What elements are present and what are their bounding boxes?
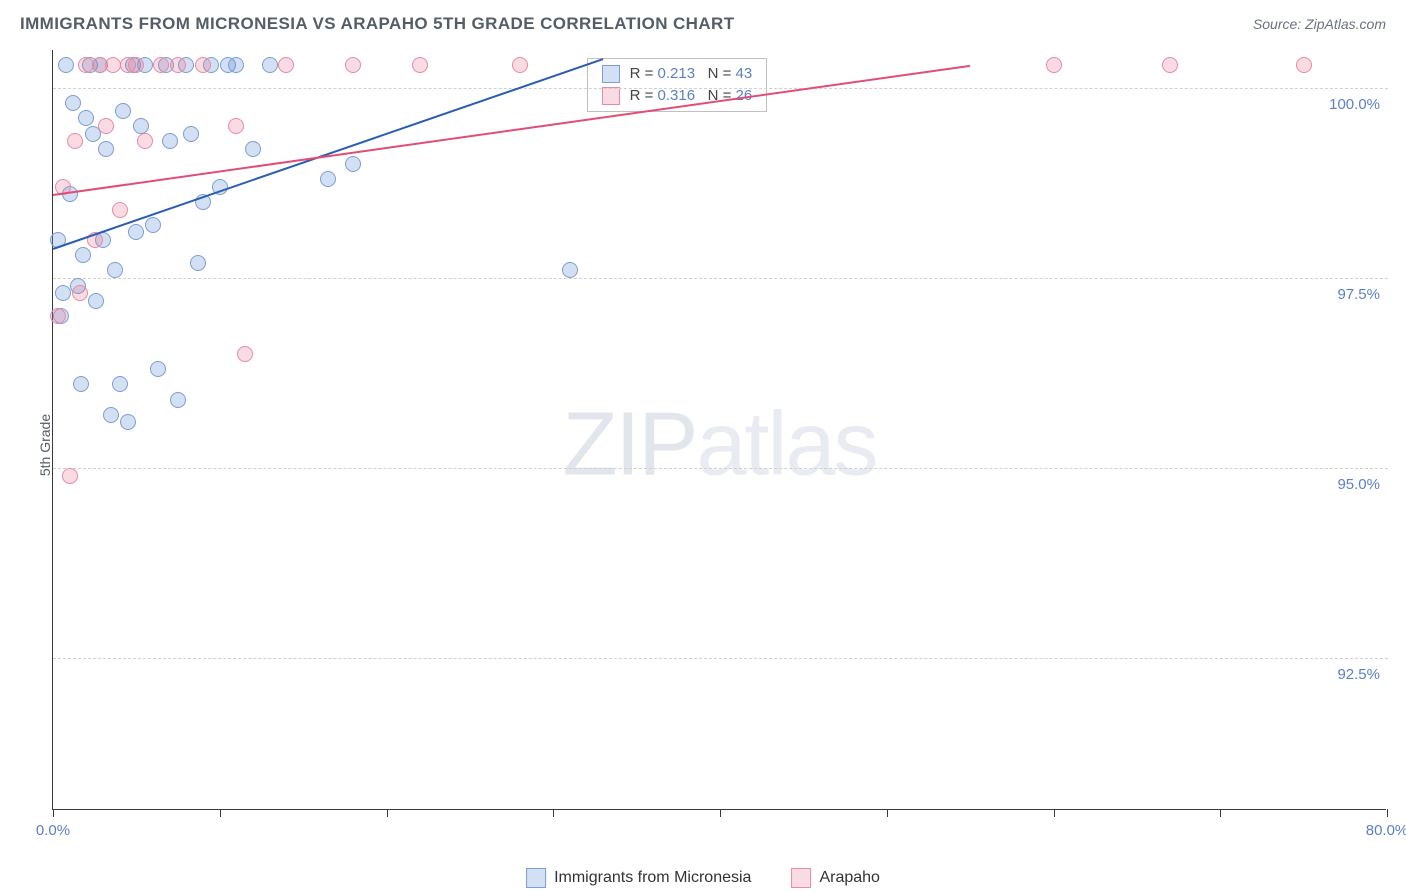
scatter-point <box>412 57 428 73</box>
stats-text: R = 0.316 N = 26 <box>630 87 753 104</box>
scatter-point <box>50 308 66 324</box>
y-tick-label: 95.0% <box>1337 476 1380 493</box>
scatter-point <box>512 57 528 73</box>
scatter-point <box>150 361 166 377</box>
legend-label-micronesia: Immigrants from Micronesia <box>554 869 751 887</box>
correlation-stats-box: R = 0.213 N = 43 R = 0.316 N = 26 <box>587 58 768 112</box>
stats-swatch <box>602 87 620 105</box>
stats-swatch <box>602 65 620 83</box>
x-tick <box>720 809 721 817</box>
x-tick <box>387 809 388 817</box>
gridline-h <box>53 88 1388 89</box>
x-tick <box>220 809 221 817</box>
gridline-h <box>53 468 1388 469</box>
scatter-point <box>67 133 83 149</box>
y-tick-label: 97.5% <box>1337 286 1380 303</box>
scatter-point <box>170 392 186 408</box>
scatter-point <box>98 118 114 134</box>
gridline-h <box>53 278 1388 279</box>
scatter-point <box>112 376 128 392</box>
x-tick-label: 0.0% <box>36 822 70 839</box>
x-tick-label: 80.0% <box>1366 822 1406 839</box>
scatter-point <box>262 57 278 73</box>
legend-item-arapaho: Arapaho <box>791 868 880 888</box>
scatter-point <box>88 293 104 309</box>
stats-row: R = 0.213 N = 43 <box>588 63 767 85</box>
scatter-point <box>1046 57 1062 73</box>
scatter-point <box>112 202 128 218</box>
scatter-point <box>128 57 144 73</box>
scatter-point <box>1296 57 1312 73</box>
chart-container: 5th Grade ZIPatlas R = 0.213 N = 43R = 0… <box>20 50 1386 840</box>
stats-text: R = 0.213 N = 43 <box>630 65 753 82</box>
scatter-point <box>162 133 178 149</box>
scatter-point <box>133 118 149 134</box>
legend-swatch-arapaho <box>791 868 811 888</box>
scatter-point <box>562 262 578 278</box>
x-tick <box>1220 809 1221 817</box>
chart-title: IMMIGRANTS FROM MICRONESIA VS ARAPAHO 5T… <box>20 14 735 34</box>
scatter-point <box>228 118 244 134</box>
scatter-point <box>105 57 121 73</box>
scatter-point <box>55 285 71 301</box>
gridline-h <box>53 658 1388 659</box>
x-tick <box>53 809 54 817</box>
scatter-point <box>345 156 361 172</box>
y-tick-label: 100.0% <box>1329 96 1380 113</box>
chart-source: Source: ZipAtlas.com <box>1253 16 1386 32</box>
scatter-point <box>137 133 153 149</box>
scatter-point <box>115 103 131 119</box>
scatter-point <box>72 285 88 301</box>
scatter-point <box>78 110 94 126</box>
scatter-point <box>73 376 89 392</box>
scatter-point <box>65 95 81 111</box>
y-tick-label: 92.5% <box>1337 666 1380 683</box>
watermark: ZIPatlas <box>562 393 876 496</box>
scatter-point <box>98 141 114 157</box>
x-tick <box>1387 809 1388 817</box>
scatter-point <box>1162 57 1178 73</box>
scatter-point <box>103 407 119 423</box>
scatter-point <box>170 57 186 73</box>
scatter-point <box>58 57 74 73</box>
scatter-point <box>228 57 244 73</box>
scatter-point <box>195 57 211 73</box>
scatter-point <box>190 255 206 271</box>
scatter-point <box>145 217 161 233</box>
scatter-point <box>62 468 78 484</box>
x-tick <box>1054 809 1055 817</box>
x-tick <box>553 809 554 817</box>
scatter-point <box>128 224 144 240</box>
scatter-point <box>237 346 253 362</box>
legend-swatch-micronesia <box>526 868 546 888</box>
x-tick <box>887 809 888 817</box>
scatter-point <box>320 171 336 187</box>
scatter-point <box>278 57 294 73</box>
scatter-point <box>153 57 169 73</box>
trend-line <box>53 58 604 250</box>
y-axis-label: 5th Grade <box>37 414 53 476</box>
scatter-point <box>183 126 199 142</box>
scatter-point <box>245 141 261 157</box>
legend-item-micronesia: Immigrants from Micronesia <box>526 868 751 888</box>
scatter-point <box>345 57 361 73</box>
scatter-point <box>75 247 91 263</box>
chart-header: IMMIGRANTS FROM MICRONESIA VS ARAPAHO 5T… <box>0 0 1406 44</box>
plot-area: ZIPatlas R = 0.213 N = 43 R = 0.316 N = 2… <box>52 50 1386 810</box>
scatter-point <box>120 414 136 430</box>
chart-legend: Immigrants from Micronesia Arapaho <box>526 868 880 888</box>
scatter-point <box>107 262 123 278</box>
legend-label-arapaho: Arapaho <box>819 869 880 887</box>
